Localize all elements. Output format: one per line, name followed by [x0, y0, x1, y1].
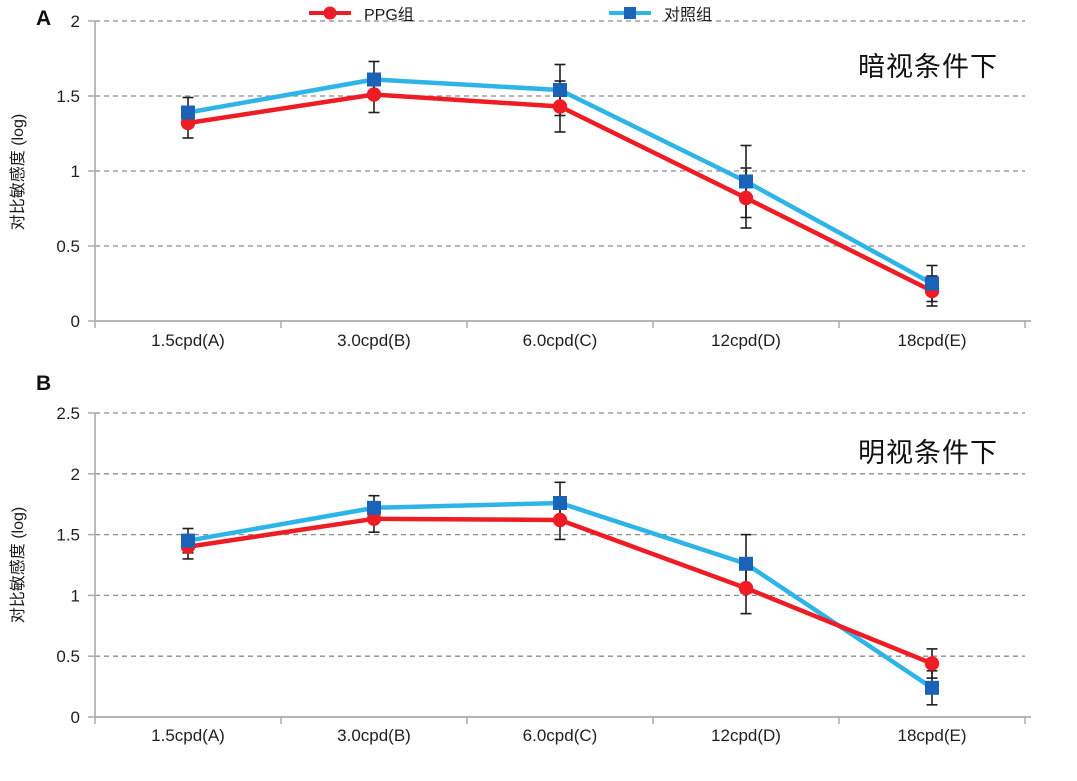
marker-circle-ppg [924, 656, 940, 671]
marker-circle-ppg [552, 512, 568, 528]
panel-b-y-axis-title: 对比敏感度 (log) [10, 506, 27, 624]
marker-square-control [925, 276, 939, 291]
x-tick-label: 1.5cpd(A) [151, 726, 225, 745]
marker-square-control [553, 83, 567, 97]
panel-b-label: B [36, 372, 52, 395]
marker-square-control [925, 680, 939, 695]
y-tick-label: 0 [71, 708, 80, 727]
y-tick-label: 1.5 [56, 526, 80, 545]
y-tick-label: 1.5 [56, 87, 80, 106]
legend-item-control: 对照组 [608, 0, 712, 26]
y-tick-label: 0 [71, 312, 80, 331]
x-tick-label: 1.5cpd(A) [151, 331, 225, 350]
x-tick-label: 12cpd(D) [711, 726, 781, 745]
x-tick-label: 18cpd(E) [898, 726, 967, 745]
x-tick-label: 12cpd(D) [711, 331, 781, 350]
x-tick-label: 3.0cpd(B) [337, 331, 411, 350]
panel-a: 0 0.5 1 1.5 2 1.5cpd(A) 3.0cpd(B) 6.0cpd(C) 12cp… [56, 12, 1031, 350]
panel-a-label: A [36, 7, 52, 30]
series-line-ppg [185, 516, 935, 666]
x-tick-label: 6.0cpd(C) [523, 331, 598, 350]
marker-circle-ppg [552, 99, 568, 114]
y-tick-label: 2 [71, 465, 80, 484]
marker-square-control [367, 500, 381, 515]
y-tick-label: 1 [71, 162, 80, 181]
x-tick-label: 6.0cpd(C) [523, 726, 598, 745]
y-tick-label: 2.5 [56, 404, 80, 423]
marker-square-control [553, 495, 567, 510]
legend-ppg-circle-marker-icon [309, 6, 351, 20]
marker-circle-ppg [738, 580, 754, 596]
marker-square-control [181, 533, 195, 548]
marker-square-control [181, 105, 195, 120]
legend-ppg-label: PPG组 [364, 7, 414, 24]
panel-b: 0 0.5 1 1.5 2 2.5 1.5cpd(A) 3.0cpd(B) 6.0cpd(C) 1… [56, 404, 1031, 745]
y-tick-label: 0.5 [56, 237, 80, 256]
legend: PPG组 对照组 [0, 0, 1077, 29]
panel-b-title: 明视条件下 [858, 438, 998, 468]
marker-circle-ppg [366, 511, 382, 526]
marker-circle-ppg [366, 87, 382, 102]
x-tick-label: 18cpd(E) [898, 331, 967, 350]
x-tick-label: 3.0cpd(B) [337, 726, 411, 745]
panel-a-y-axis-title: 对比敏感度 (log) [10, 113, 27, 231]
legend-item-ppg: PPG组 [308, 0, 414, 26]
y-tick-label: 1 [71, 586, 80, 605]
marker-square-control [367, 72, 381, 87]
marker-square-control [739, 174, 753, 189]
marker-square-control [739, 556, 753, 571]
y-tick-label: 2 [71, 12, 80, 31]
legend-control-label: 对照组 [664, 7, 713, 24]
legend-control-square-marker-icon [609, 7, 651, 19]
marker-circle-ppg [738, 190, 754, 206]
y-tick-label: 0.5 [56, 647, 80, 666]
panel-a-title: 暗视条件下 [858, 52, 998, 82]
